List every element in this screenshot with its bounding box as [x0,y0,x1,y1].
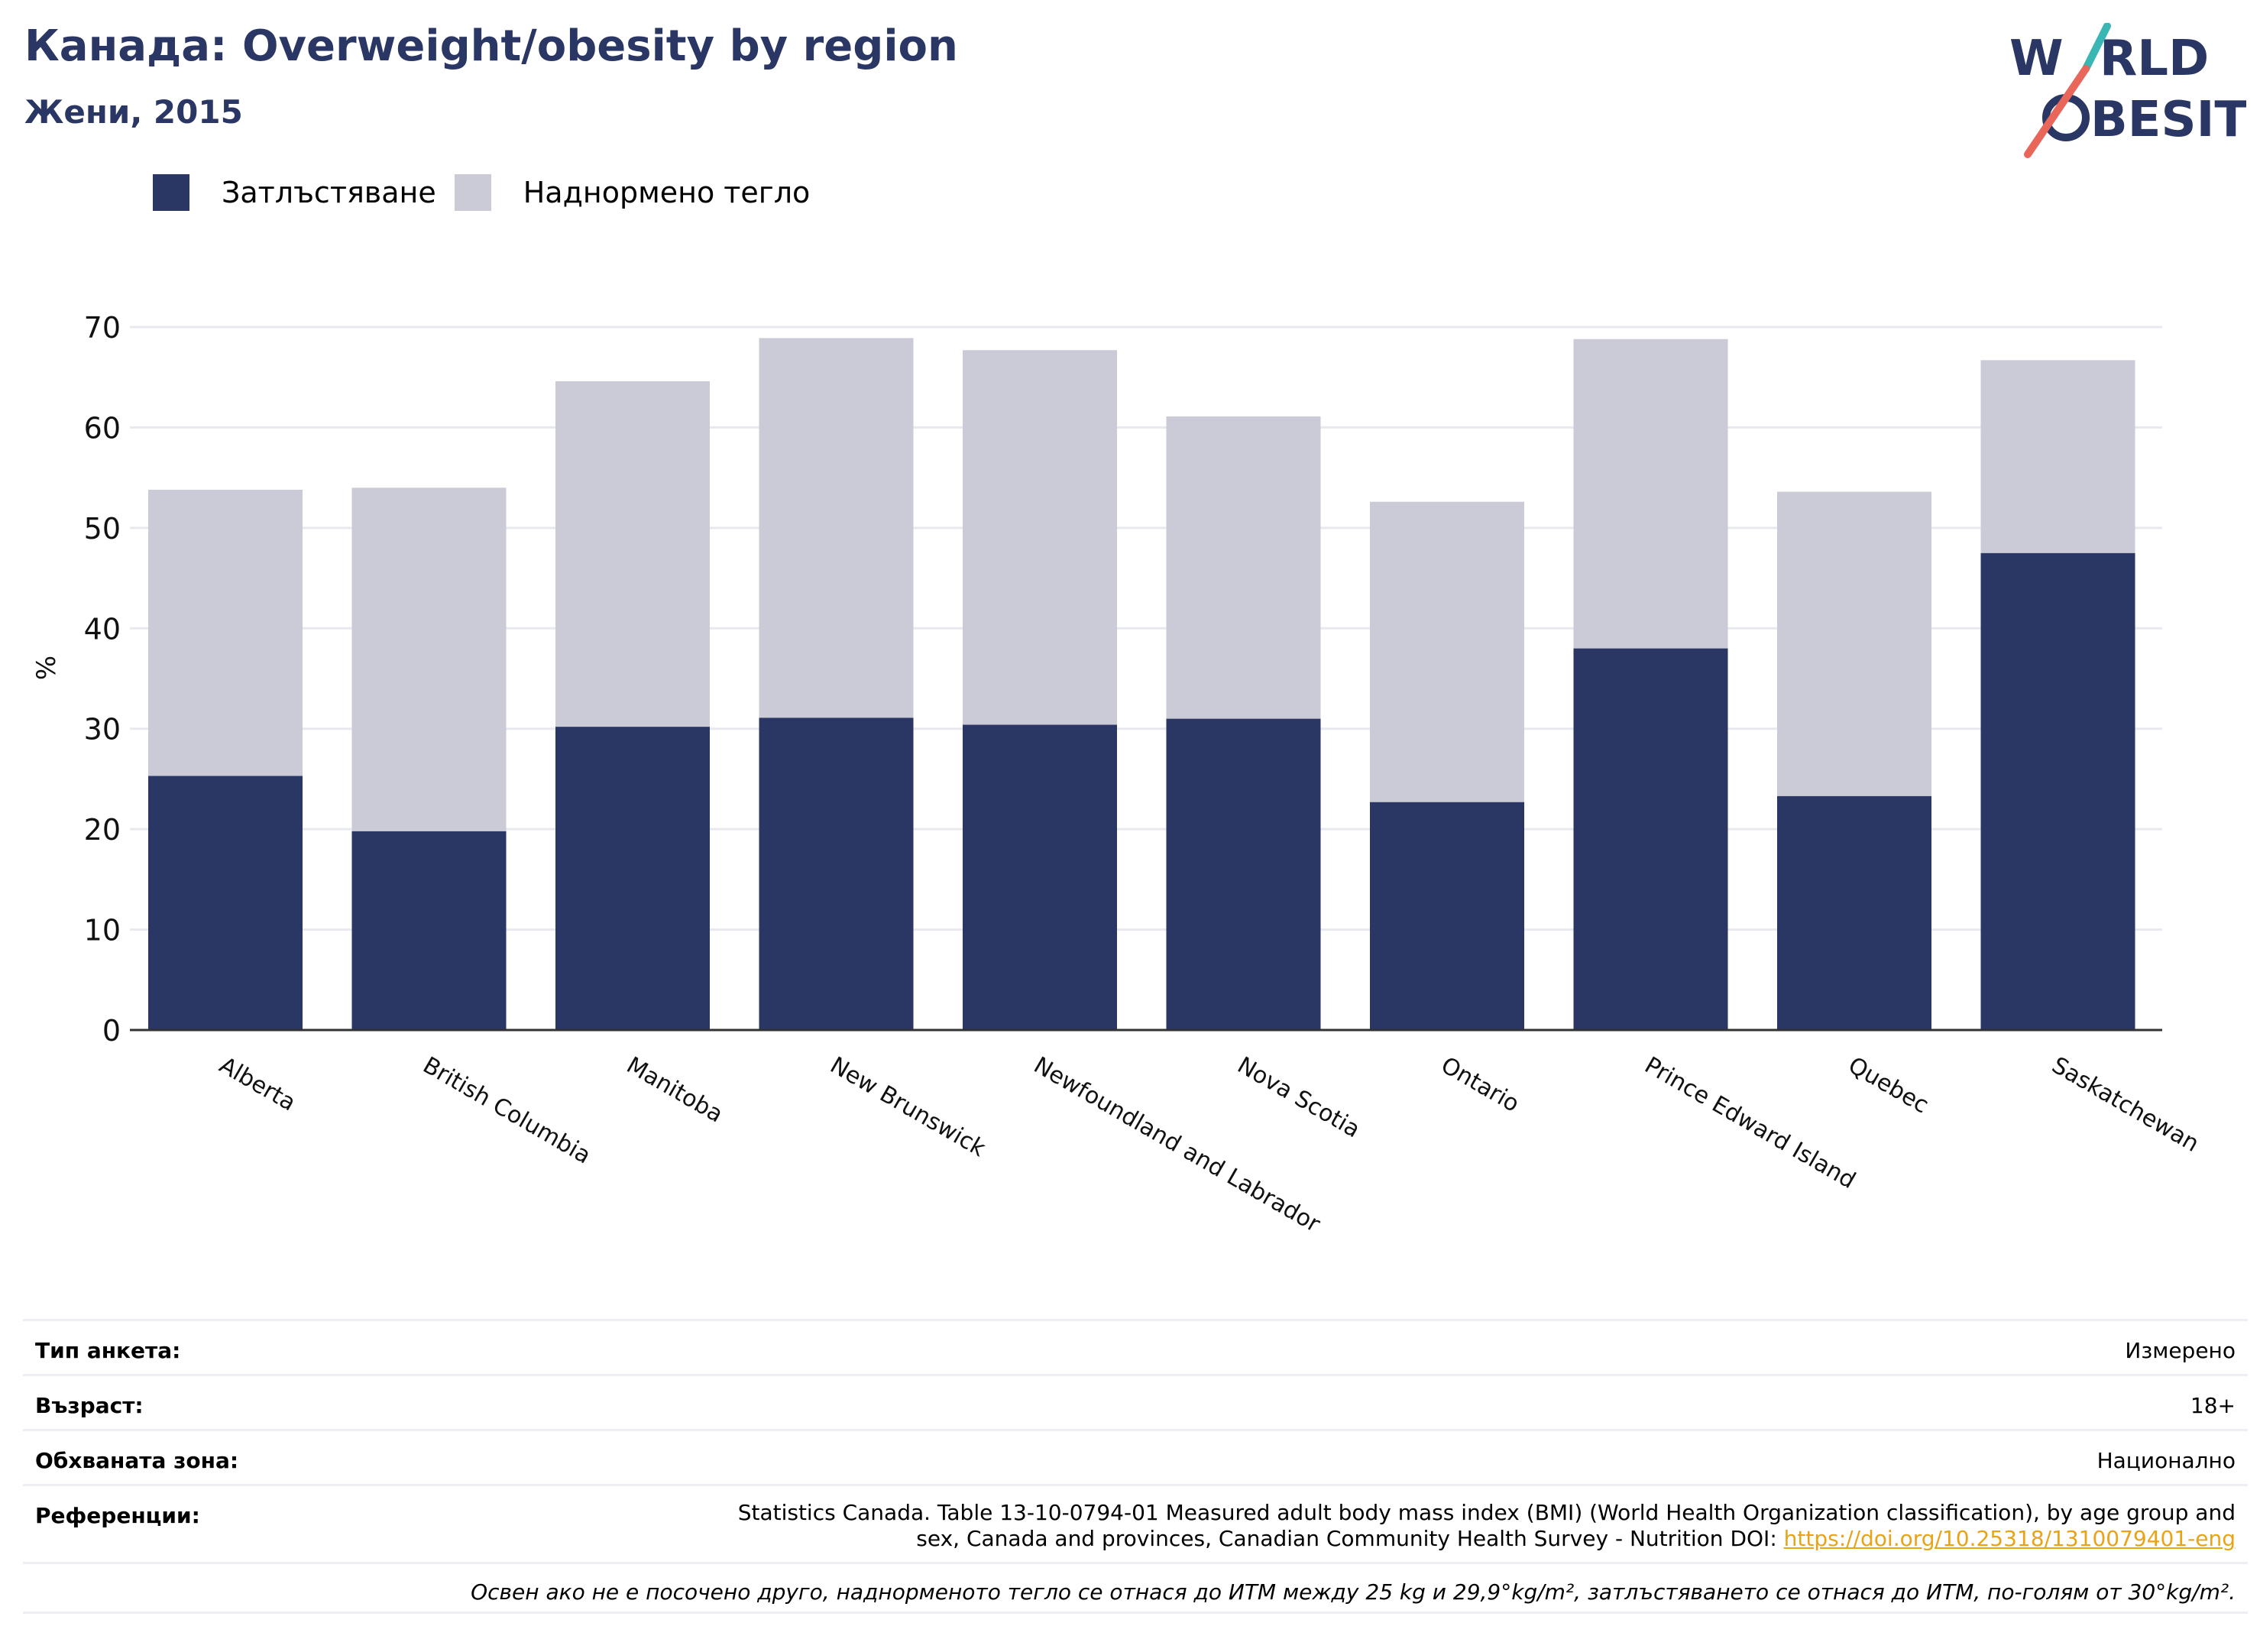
metadata-table: Тип анкета: Измерено Възраст: 18+ Обхван… [23,1319,2248,1614]
bar-obesity [1777,795,1931,1030]
legend-label-overweight: Наднормено тегло [523,176,811,209]
x-tick-label: Ontario [1436,1052,1523,1118]
y-tick-label: 60 [84,411,121,445]
logo-text-world-rest: RLD [2100,31,2209,87]
chart-subtitle: Жени, 2015 [24,93,243,131]
bar-overweight [1166,416,1321,719]
y-tick-label: 10 [84,914,121,947]
meta-row-area: Обхваната зона: Национално [23,1429,2248,1484]
bar-overweight [1980,360,2135,553]
x-tick-label: Alberta [215,1052,300,1117]
meta-value-survey: Измерено [2125,1338,2236,1363]
reference-line-2: sex, Canada and provinces, Canadian Comm… [916,1526,1784,1551]
bar-overweight [351,488,507,831]
world-obesity-logo: W RLD BESITY [2009,23,2246,158]
bar-overweight [148,489,303,776]
bar-obesity [555,727,710,1030]
legend-item-overweight[interactable]: Наднормено тегло [454,174,811,211]
meta-row-survey: Тип анкета: Измерено [23,1319,2248,1374]
x-tick-label: Manitoba [622,1052,727,1129]
logo-text-obesity: BESITY [2090,92,2246,148]
meta-row-references: Референции: Statistics Canada. Table 13-… [23,1484,2248,1562]
bar-obesity [1573,648,1728,1030]
meta-value-references: Statistics Canada. Table 13-10-0794-01 M… [738,1486,2248,1552]
bar-obesity [759,717,914,1030]
logo-text-world: W [2009,31,2064,87]
meta-value-age: 18+ [2190,1393,2236,1418]
bar-obesity [148,776,303,1030]
y-tick-label: 50 [84,512,121,546]
meta-label-age: Възраст: [35,1393,144,1418]
bar-overweight [555,381,710,727]
y-axis-label: % [31,656,62,680]
x-tick-label: British Columbia [419,1052,596,1170]
legend: Затлъстяване Наднормено тегло [153,174,828,211]
bar-overweight [1777,491,1931,796]
y-tick-label: 20 [84,813,121,847]
logo-teal-stroke [2082,23,2111,73]
x-tick-label: New Brunswick [826,1052,991,1163]
x-tick-label: Quebec [1844,1052,1933,1119]
y-tick-label: 30 [84,713,121,747]
y-tick-label: 70 [84,311,121,345]
meta-value-area: Национално [2096,1448,2236,1473]
bar-obesity [1980,552,2135,1030]
x-tick-label: Nova Scotia [1233,1052,1365,1144]
meta-label-survey: Тип анкета: [35,1338,181,1363]
bar-obesity [351,831,507,1030]
bar-overweight [759,338,914,718]
bar-overweight [1370,501,1524,802]
reference-line-1: Statistics Canada. Table 13-10-0794-01 M… [737,1500,2236,1525]
meta-row-age: Възраст: 18+ [23,1374,2248,1429]
y-tick-label: 40 [84,612,121,646]
footnote: Освен ако не е посочено друго, наднормен… [23,1562,2248,1614]
legend-item-obesity[interactable]: Затлъстяване [153,174,436,211]
bar-chart: 0 10 20 30 40 50 60 70% Alberta British Columbia M… [31,311,2204,1238]
chart-title: Канада: Overweight/obesity by region [24,21,958,71]
x-tick-label: Prince Edward Island [1640,1052,1860,1194]
legend-label-obesity: Затлъстяване [222,176,436,209]
meta-label-area: Обхваната зона: [35,1448,239,1473]
y-tick-label: 0 [102,1014,121,1048]
bar-overweight [1573,338,1728,649]
reference-doi-link[interactable]: https://doi.org/10.25318/1310079401-eng [1783,1526,2236,1551]
x-tick-label: Saskatchewan [2048,1052,2204,1158]
legend-swatch-overweight [454,174,491,211]
legend-swatch-obesity [153,174,189,211]
meta-label-references: Референции: [35,1503,200,1528]
bar-obesity [1370,802,1524,1030]
bar-obesity [963,724,1117,1030]
logo-red-stroke [2024,65,2090,158]
bar-obesity [1166,718,1321,1030]
bar-overweight [963,350,1117,725]
